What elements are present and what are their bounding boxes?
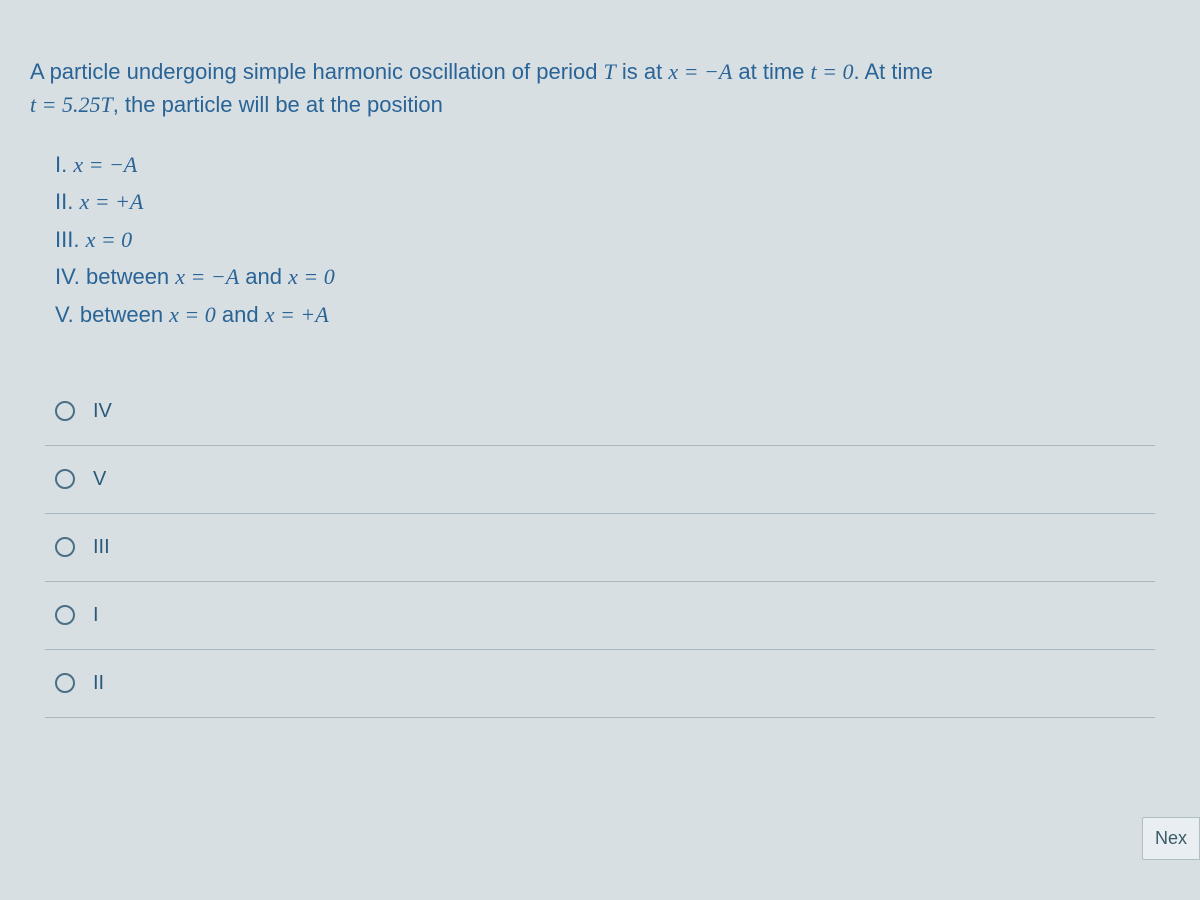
statement-label: IV. between (55, 264, 175, 289)
statement-mid: and (216, 302, 265, 327)
statement-3: III. x = 0 (55, 221, 1170, 258)
question-text-part: at time (732, 59, 810, 84)
statements-list: I. x = −A II. x = +A III. x = 0 IV. betw… (55, 146, 1170, 333)
radio-icon (55, 469, 75, 489)
statement-math: x = 0 (169, 302, 216, 327)
statement-2: II. x = +A (55, 183, 1170, 220)
question-text-part: . At time (854, 59, 933, 84)
option-label: IV (93, 400, 112, 423)
statement-1: I. x = −A (55, 146, 1170, 183)
option-ii[interactable]: II (45, 650, 1155, 718)
statement-5: V. between x = 0 and x = +A (55, 296, 1170, 333)
statement-label: II. (55, 189, 79, 214)
option-iii[interactable]: III (45, 514, 1155, 582)
statement-label: V. between (55, 302, 169, 327)
question-text-part: A particle undergoing simple harmonic os… (30, 59, 604, 84)
radio-icon (55, 537, 75, 557)
radio-icon (55, 401, 75, 421)
statement-math: x = 0 (288, 264, 335, 289)
statement-math: x = 0 (86, 227, 133, 252)
statement-math: x = −A (73, 152, 137, 177)
statement-label: I. (55, 152, 73, 177)
option-label: III (93, 536, 110, 559)
option-v[interactable]: V (45, 446, 1155, 514)
question-math-eq: t = 5.25T (30, 92, 113, 117)
question-math-eq: x = −A (668, 59, 732, 84)
option-label: I (93, 604, 99, 627)
answer-options: IV V III I II (45, 378, 1155, 718)
option-label: V (93, 468, 106, 491)
statement-mid: and (239, 264, 288, 289)
statement-4: IV. between x = −A and x = 0 (55, 258, 1170, 295)
option-label: II (93, 672, 104, 695)
next-button[interactable]: Nex (1142, 817, 1200, 860)
statement-math: x = +A (265, 302, 329, 327)
question-text-part: is at (616, 59, 669, 84)
question-math-T: T (604, 59, 616, 84)
statement-math: x = −A (175, 264, 239, 289)
radio-icon (55, 605, 75, 625)
question-container: A particle undergoing simple harmonic os… (0, 0, 1200, 748)
option-iv[interactable]: IV (45, 378, 1155, 446)
statement-label: III. (55, 227, 86, 252)
question-prompt: A particle undergoing simple harmonic os… (30, 55, 1170, 121)
radio-icon (55, 673, 75, 693)
option-i[interactable]: I (45, 582, 1155, 650)
question-text-part: , the particle will be at the position (113, 92, 443, 117)
question-math-eq: t = 0 (811, 59, 854, 84)
statement-math: x = +A (79, 189, 143, 214)
